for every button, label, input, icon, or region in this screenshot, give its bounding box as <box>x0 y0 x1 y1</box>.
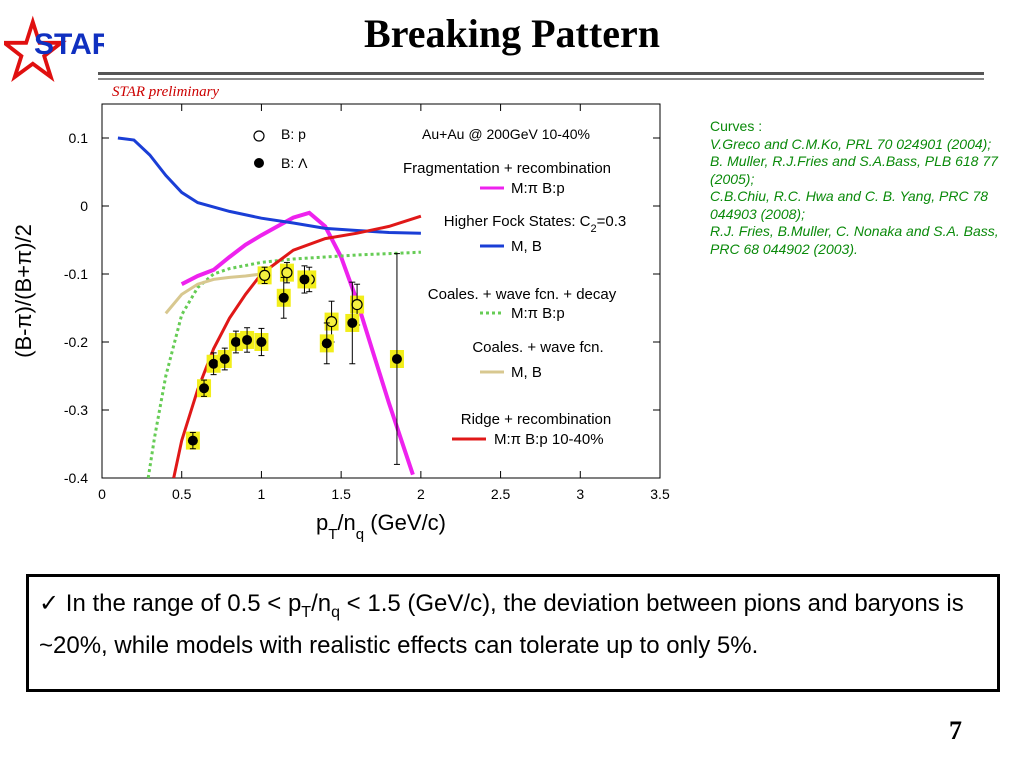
plot-frame <box>101 103 661 479</box>
model-curve-0 <box>180 210 415 476</box>
data-point-lambda <box>256 337 267 347</box>
legend-marker-proton <box>253 130 265 142</box>
y-axis-label: (B-π)/(B+π)/2 <box>11 224 36 358</box>
conclusion-suffix: < 1.5 (GeV/c), the deviation between pio… <box>39 590 964 659</box>
ref-greco: V.Greco and C.M.Ko, PRL 70 024901 (2004)… <box>710 135 992 152</box>
conclusion-text: ✓ In the range of 0.5 < pT/nq < 1.5 (GeV… <box>29 577 997 662</box>
slide-title: Breaking Pattern <box>364 11 660 56</box>
ref-fries: R.J. Fries, B.Muller, C. Nonaka and S.A.… <box>710 223 999 257</box>
legend-entry-1: M, B <box>511 238 542 255</box>
x-tick-label: 3 <box>576 486 584 502</box>
model-curve-1 <box>117 136 421 235</box>
data-point-lambda <box>278 292 289 303</box>
data-point-proton <box>259 269 271 281</box>
x-tick-label: 2 <box>417 486 425 502</box>
y-tick-label: -0.4 <box>64 470 88 486</box>
x-tick-label: 2.5 <box>491 486 511 502</box>
x-tick-label: 1 <box>258 486 266 502</box>
logo-star-shape <box>4 15 67 83</box>
legend-label-proton: B: p <box>281 126 306 142</box>
legend-header-2: Coales. + wave fcn. + decay <box>428 286 617 303</box>
refs-header: Curves : <box>710 118 763 134</box>
legend-marker-lambda <box>254 158 264 168</box>
legend-header-1: Higher Fock States: C2=0.3 <box>444 213 626 235</box>
y-tick-label: -0.1 <box>64 266 88 282</box>
y-tick-label: 0.1 <box>69 130 89 146</box>
y-tick-label: -0.2 <box>64 334 88 350</box>
x-tick-label: 3.5 <box>650 486 670 502</box>
conclusion-sub-t: T <box>301 603 312 621</box>
chart: 0 0.5 1 1.5 2 2.5 3 3.5 0.1 0 -0.1 -0.2 -0.3 -0.4 pT/n… <box>11 103 670 543</box>
page-number: 7 <box>949 716 962 745</box>
legend-entry-4: M:π B:p 10-40% <box>494 431 604 448</box>
logo-text: STAR <box>34 28 104 61</box>
ref-chiu: C.B.Chiu, R.C. Hwa and C. B. Yang, PRC 7… <box>710 188 989 222</box>
legend-header-0: Fragmentation + recombination <box>403 160 611 177</box>
model-curve-2 <box>146 250 421 478</box>
x-tick-label: 0.5 <box>172 486 192 502</box>
curves-group <box>117 136 422 478</box>
y-tick-label: -0.3 <box>64 402 88 418</box>
conclusion-sub-q: q <box>331 603 340 621</box>
data-point-proton <box>281 267 293 279</box>
check-icon: ✓ <box>39 590 60 617</box>
y-tick-label: 0 <box>80 198 88 214</box>
legend-entry-3: M, B <box>511 364 542 381</box>
legend-header-3: Coales. + wave fcn. <box>472 339 603 356</box>
x-tick-label: 0 <box>98 486 106 502</box>
data-point-lambda <box>242 334 253 345</box>
data-point-lambda <box>230 337 241 347</box>
model-curve-3 <box>164 272 262 315</box>
star-logo: STAR <box>4 15 104 83</box>
data-point-lambda <box>187 435 198 446</box>
chart-title: Au+Au @ 200GeV 10-40% <box>422 126 590 142</box>
star-preliminary-label: STAR preliminary <box>112 84 220 100</box>
conclusion-prefix: In the range of 0.5 < p <box>65 590 302 617</box>
legend-entry-2: M:π B:p <box>511 305 565 322</box>
conclusion-box: ✓ In the range of 0.5 < pT/nq < 1.5 (GeV… <box>26 574 1000 692</box>
legend-entry-0: M:π B:p <box>511 180 565 197</box>
legend-label-lambda: B: Λ <box>281 155 308 171</box>
title-rule-bottom <box>98 78 984 80</box>
data-point-lambda <box>321 338 332 349</box>
conclusion-mid: /n <box>311 590 332 617</box>
data-point-proton <box>351 299 363 311</box>
title-rule-top <box>98 72 984 75</box>
x-axis-label: pT/nq (GeV/c) <box>316 510 446 543</box>
legend-header-4: Ridge + recombination <box>461 411 612 428</box>
x-tick-label: 1.5 <box>331 486 351 502</box>
ref-muller: B. Muller, R.J.Fries and S.A.Bass, PLB 6… <box>710 153 998 187</box>
model-curve-4 <box>172 214 422 478</box>
data-point-lambda <box>208 358 219 369</box>
data-point-lambda <box>391 354 402 364</box>
data-point-lambda <box>219 354 230 364</box>
data-point-lambda <box>299 274 310 285</box>
data-point-lambda <box>199 383 210 394</box>
curves-references: Curves : V.Greco and C.M.Ko, PRL 70 0249… <box>710 118 1010 258</box>
data-point-lambda <box>347 317 358 328</box>
data-point-proton <box>325 316 338 328</box>
